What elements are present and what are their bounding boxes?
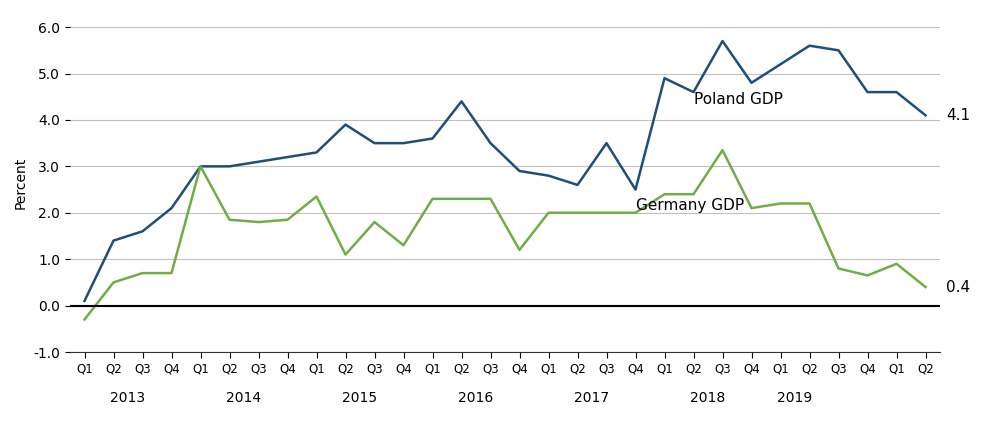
Text: 2016: 2016	[458, 391, 494, 405]
Text: 0.4: 0.4	[946, 279, 970, 294]
Text: 2014: 2014	[226, 391, 262, 405]
Text: 2017: 2017	[574, 391, 610, 405]
Text: 4.1: 4.1	[946, 108, 970, 123]
Y-axis label: Percent: Percent	[14, 157, 28, 209]
Text: 2015: 2015	[342, 391, 378, 405]
Text: 2018: 2018	[690, 391, 726, 405]
Text: 2013: 2013	[110, 391, 146, 405]
Text: Germany GDP: Germany GDP	[636, 198, 744, 213]
Text: Poland GDP: Poland GDP	[694, 92, 782, 107]
Text: 2019: 2019	[777, 391, 813, 405]
